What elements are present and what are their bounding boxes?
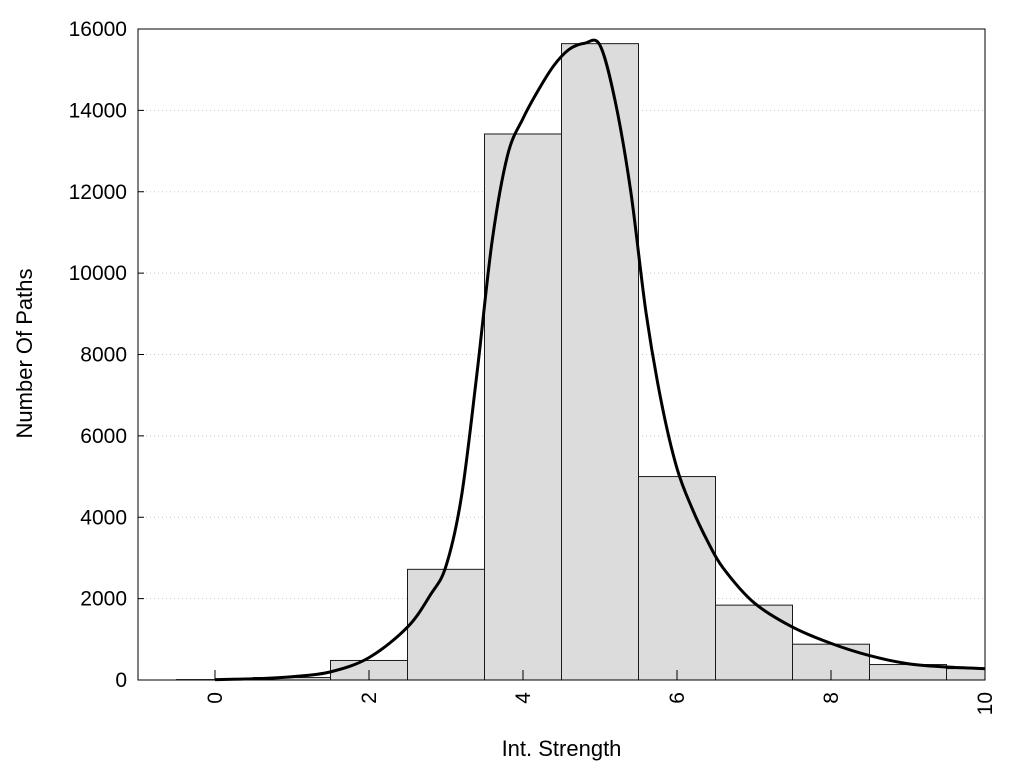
histogram-bar xyxy=(484,133,562,681)
x-tick-label: 8 xyxy=(820,692,843,704)
x-ticks: 0 2 4 6 8 10 xyxy=(204,670,997,715)
y-tick-label: 6000 xyxy=(80,425,127,448)
y-tick-label: 2000 xyxy=(80,588,127,611)
histogram-bar xyxy=(715,604,793,681)
bars-group xyxy=(176,43,986,681)
x-tick-label: 4 xyxy=(512,692,535,704)
y-ticks: 0 2000 4000 6000 8000 10000 12000 14000 16000 xyxy=(69,18,144,692)
curve-group xyxy=(214,38,986,682)
x-tick-label: 0 xyxy=(204,692,227,704)
x-tick-label: 6 xyxy=(666,692,689,704)
y-tick-label: 0 xyxy=(115,669,127,692)
y-tick-label: 14000 xyxy=(69,99,127,122)
y-tick-label: 16000 xyxy=(69,18,127,41)
y-tick-label: 10000 xyxy=(69,262,127,285)
y-tick-label: 12000 xyxy=(69,181,127,204)
y-tick-label: 8000 xyxy=(80,344,127,367)
histogram-bar xyxy=(946,668,986,681)
y-tick-label: 4000 xyxy=(80,506,127,529)
histogram-bar xyxy=(407,568,485,681)
y-axis-label: Number Of Paths xyxy=(12,269,37,439)
x-tick-label: 10 xyxy=(974,692,997,715)
x-tick-label: 2 xyxy=(358,692,381,704)
histogram-bar xyxy=(561,43,639,681)
histogram-bar xyxy=(638,476,716,681)
x-axis-label: Int. Strength xyxy=(502,736,622,761)
density-curve xyxy=(214,38,986,682)
